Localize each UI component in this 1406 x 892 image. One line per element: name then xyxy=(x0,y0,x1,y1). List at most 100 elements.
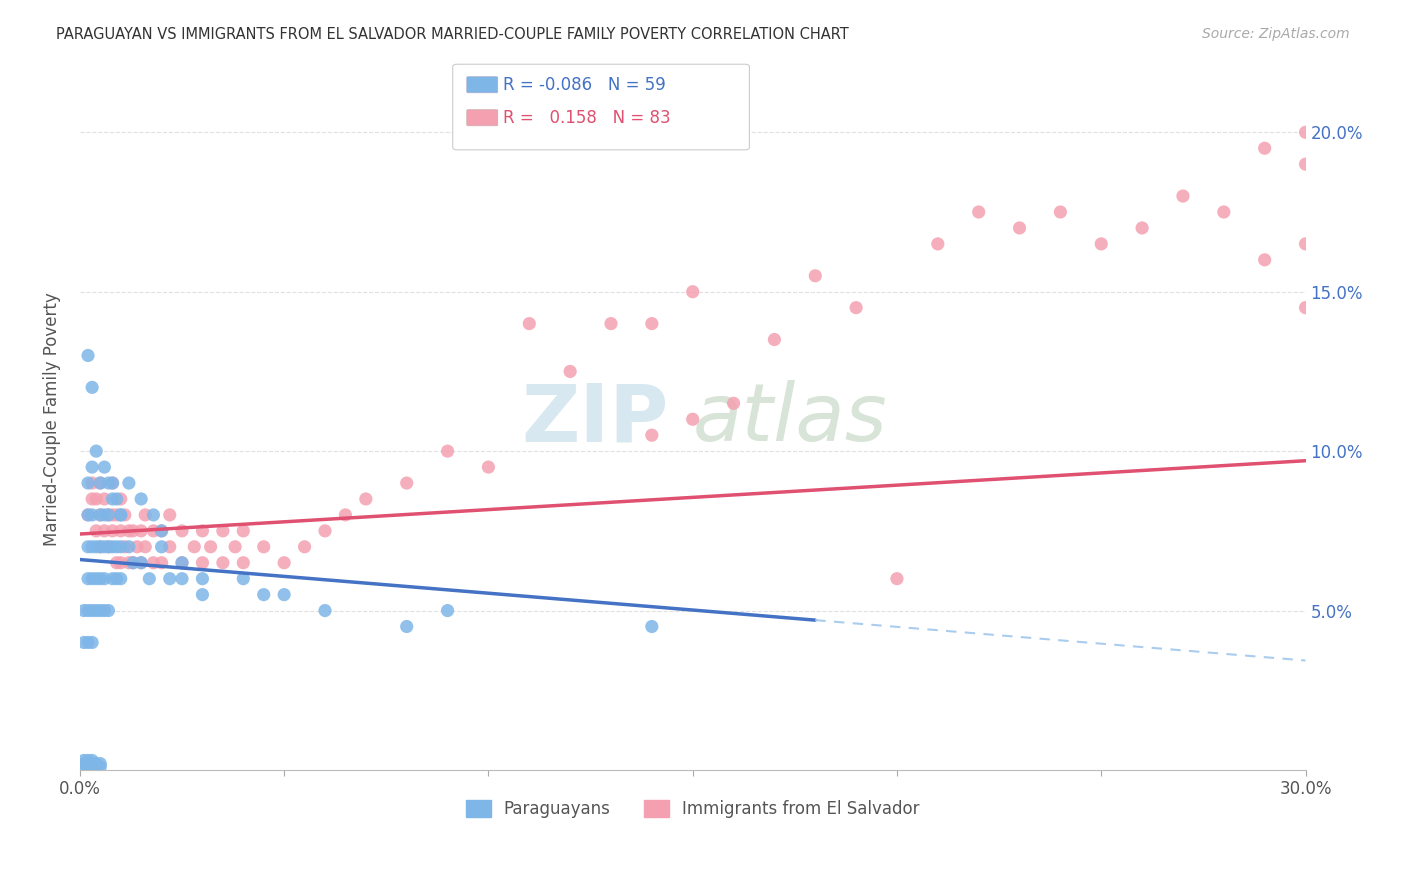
Text: ZIP: ZIP xyxy=(522,380,668,458)
Point xyxy=(436,444,458,458)
Point xyxy=(97,540,120,554)
Point xyxy=(723,396,745,410)
Point xyxy=(93,508,115,522)
Point xyxy=(294,540,316,554)
Point xyxy=(77,349,100,363)
Point xyxy=(93,572,115,586)
Point xyxy=(314,524,336,538)
Point xyxy=(600,317,623,331)
Point xyxy=(170,556,193,570)
Point xyxy=(73,756,96,771)
Point xyxy=(232,524,254,538)
Point xyxy=(110,572,132,586)
Point xyxy=(134,540,156,554)
Point xyxy=(159,508,181,522)
Point xyxy=(125,540,148,554)
Point xyxy=(436,603,458,617)
Point xyxy=(84,491,107,506)
Point xyxy=(89,756,111,771)
Point xyxy=(89,540,111,554)
Point xyxy=(150,540,173,554)
Text: PARAGUAYAN VS IMMIGRANTS FROM EL SALVADOR MARRIED-COUPLE FAMILY POVERTY CORRELAT: PARAGUAYAN VS IMMIGRANTS FROM EL SALVADO… xyxy=(56,27,849,42)
Point xyxy=(200,540,222,554)
Point xyxy=(142,556,165,570)
Point xyxy=(1090,236,1112,251)
Point xyxy=(89,476,111,491)
Point xyxy=(73,603,96,617)
Point xyxy=(129,491,152,506)
Point xyxy=(134,508,156,522)
Point xyxy=(118,524,141,538)
Point xyxy=(129,556,152,570)
Text: atlas: atlas xyxy=(693,380,887,458)
Point xyxy=(641,317,664,331)
Point xyxy=(77,508,100,522)
Point xyxy=(93,524,115,538)
Point xyxy=(314,603,336,617)
Point xyxy=(89,476,111,491)
Point xyxy=(101,572,124,586)
Point xyxy=(122,556,145,570)
Point xyxy=(183,540,205,554)
Point xyxy=(93,540,115,554)
Point xyxy=(114,508,136,522)
Point xyxy=(118,556,141,570)
Point xyxy=(97,508,120,522)
Point xyxy=(89,508,111,522)
Point xyxy=(82,380,104,394)
Point xyxy=(1253,252,1275,267)
Point xyxy=(804,268,827,283)
Point xyxy=(1253,141,1275,155)
Point xyxy=(142,508,165,522)
Point xyxy=(97,476,120,491)
Point xyxy=(73,635,96,649)
Point xyxy=(641,619,664,633)
Point xyxy=(84,444,107,458)
Point xyxy=(73,754,96,768)
Point xyxy=(82,754,104,768)
Point xyxy=(273,556,295,570)
Point xyxy=(191,572,214,586)
Point xyxy=(170,556,193,570)
Point xyxy=(212,524,235,538)
Point xyxy=(1295,236,1317,251)
Point xyxy=(89,508,111,522)
Point xyxy=(84,756,107,771)
Point xyxy=(110,556,132,570)
Point xyxy=(97,508,120,522)
Point xyxy=(93,460,115,475)
Point xyxy=(253,588,276,602)
Point xyxy=(224,540,246,554)
Point xyxy=(142,524,165,538)
Point xyxy=(105,508,128,522)
Point xyxy=(150,556,173,570)
Point xyxy=(101,540,124,554)
Point xyxy=(82,476,104,491)
Point xyxy=(138,572,160,586)
Point xyxy=(97,603,120,617)
Point xyxy=(110,491,132,506)
Point xyxy=(73,760,96,774)
Point xyxy=(77,635,100,649)
Point xyxy=(77,476,100,491)
Point xyxy=(191,524,214,538)
Point xyxy=(93,603,115,617)
Point xyxy=(335,508,357,522)
Point xyxy=(77,572,100,586)
Point xyxy=(159,540,181,554)
Point xyxy=(82,760,104,774)
Point xyxy=(170,524,193,538)
Point xyxy=(84,572,107,586)
Point xyxy=(122,556,145,570)
Point xyxy=(89,572,111,586)
Point xyxy=(232,556,254,570)
Point xyxy=(105,540,128,554)
Point xyxy=(150,524,173,538)
Point xyxy=(1171,189,1194,203)
Text: Source: ZipAtlas.com: Source: ZipAtlas.com xyxy=(1202,27,1350,41)
Point xyxy=(273,588,295,602)
Point xyxy=(159,572,181,586)
Point xyxy=(77,754,100,768)
Point xyxy=(1295,157,1317,171)
Point xyxy=(118,476,141,491)
